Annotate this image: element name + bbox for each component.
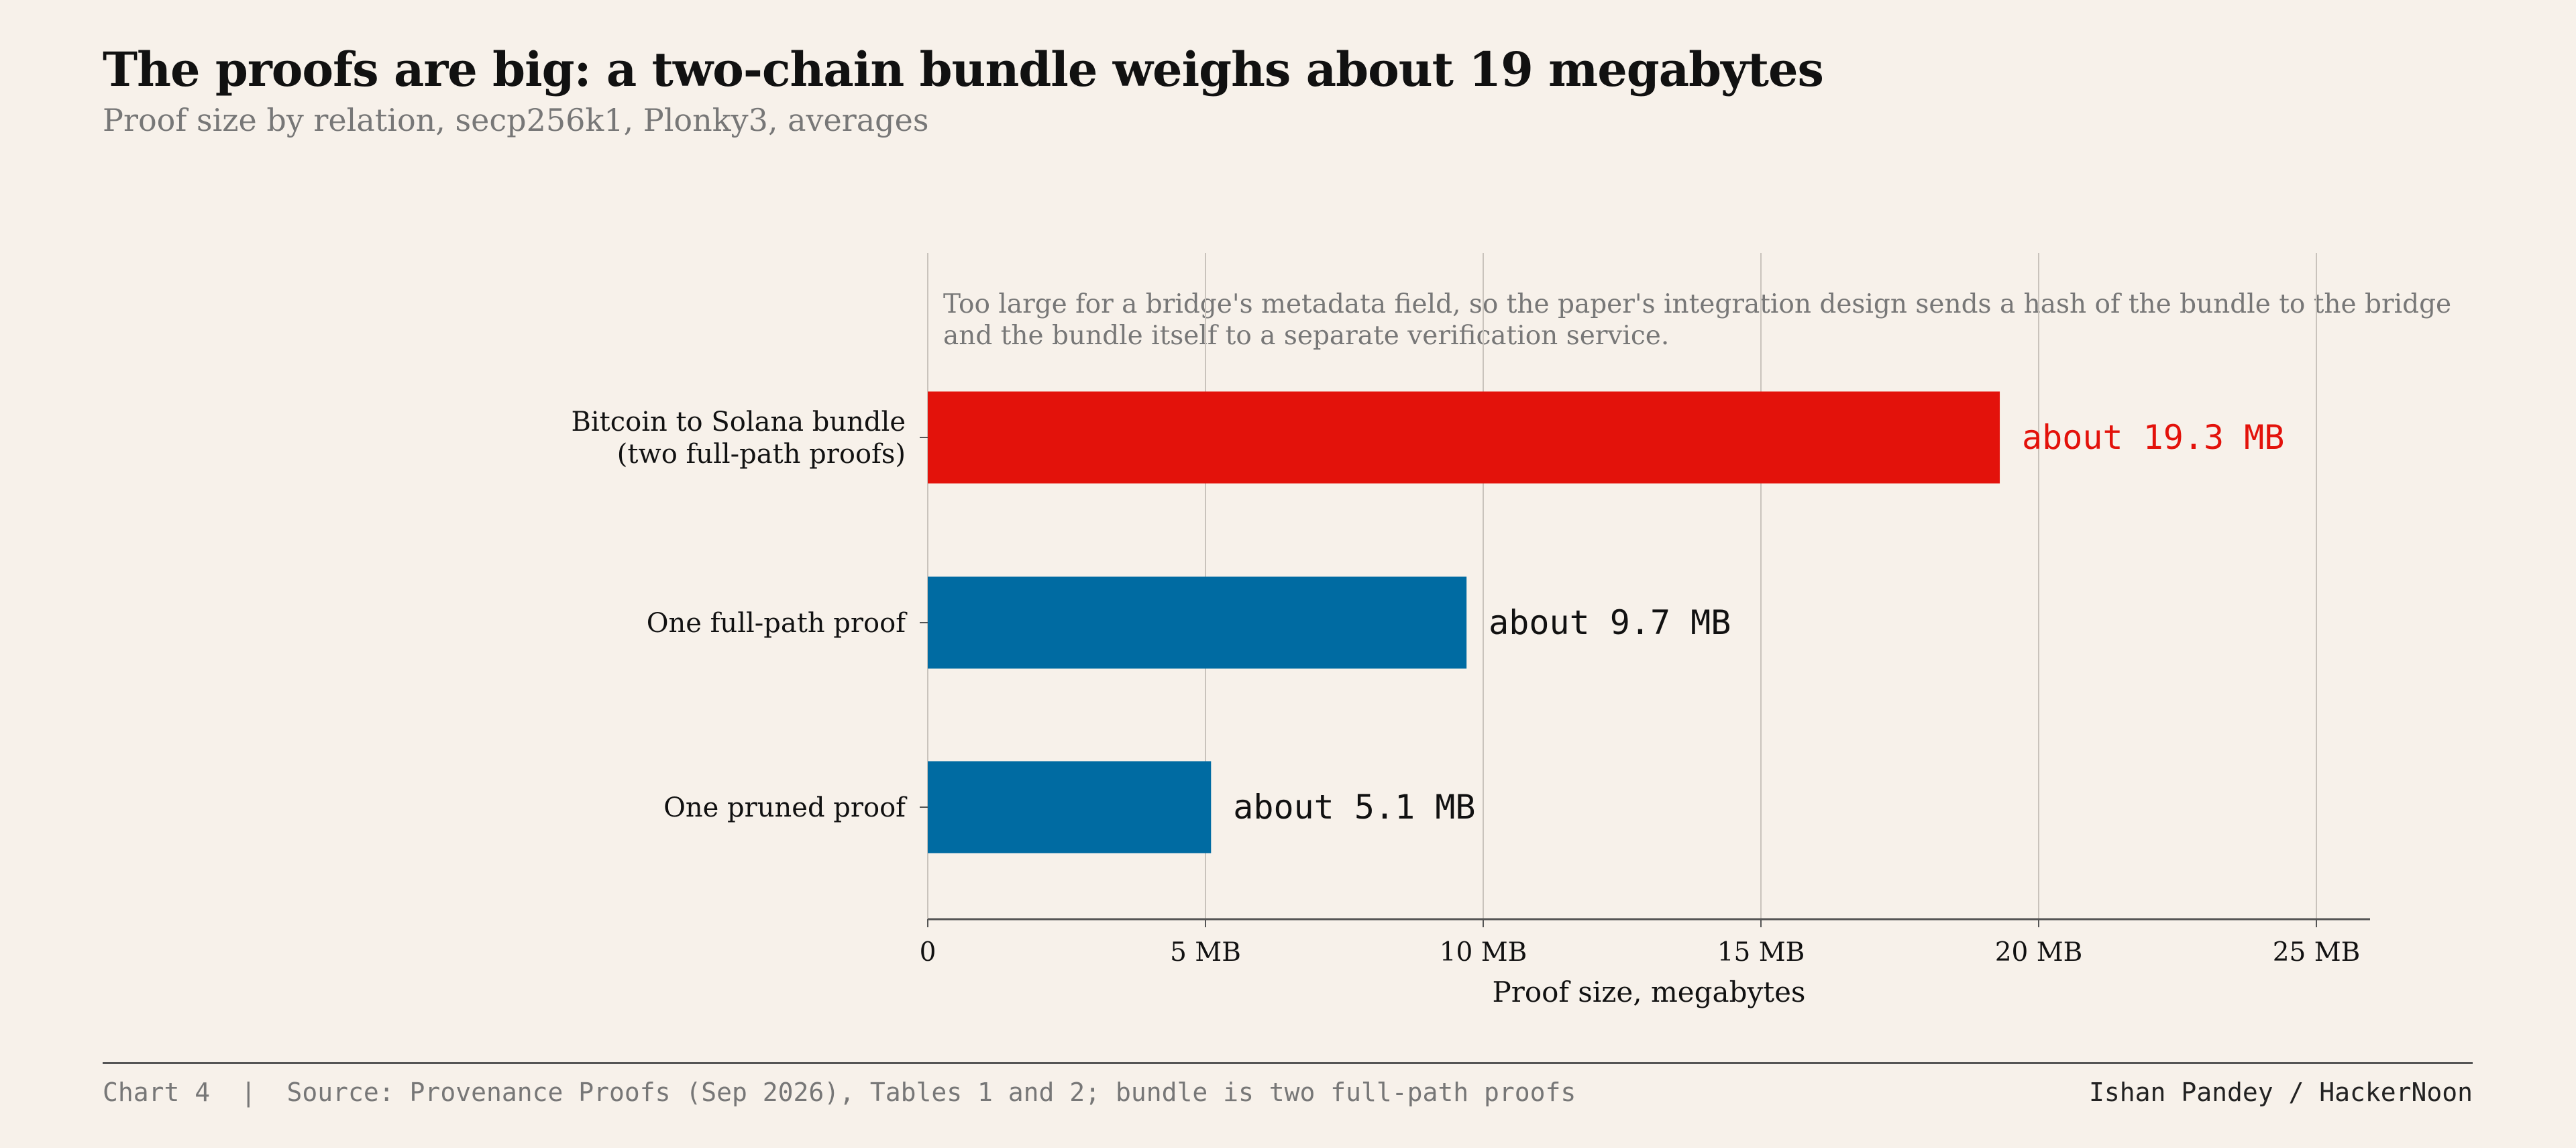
x-tick-label: 25 MB [2273, 937, 2361, 968]
category-label: Bitcoin to Solana bundle [571, 407, 906, 437]
x-tick-label: 20 MB [1995, 937, 2083, 968]
data-label: about 9.7 MB [1489, 603, 1731, 642]
chart-subtitle: Proof size by relation, secp256k1, Plonk… [103, 102, 929, 138]
data-label: about 19.3 MB [2022, 418, 2284, 457]
data-label: about 5.1 MB [1233, 788, 1475, 827]
chart-annotation: Too large for a bridge's metadata field,… [943, 289, 2452, 351]
footer-divider [103, 1062, 2473, 1064]
bar-chart: about 19.3 MB Bitcoin to Solana bundle(tw… [571, 253, 2370, 1008]
x-tick-label: 5 MB [1170, 937, 1241, 968]
bar [928, 761, 1212, 853]
bar [928, 391, 2000, 484]
category-label: (two full-path proofs) [617, 439, 906, 470]
footer-byline: Ishan Pandey / HackerNoon [2089, 1078, 2473, 1107]
x-axis-title: Proof size, megabytes [1493, 976, 1806, 1008]
x-tick-label: 15 MB [1717, 937, 1805, 968]
x-tick-label: 10 MB [1440, 937, 1527, 968]
bar [928, 576, 1467, 669]
x-tick-label: 0 [920, 937, 936, 968]
footer-source: Chart 4 | Source: Provenance Proofs (Sep… [103, 1078, 1576, 1107]
category-label: One full-path proof [647, 608, 908, 639]
category-label: One pruned proof [663, 792, 908, 823]
chart-title: The proofs are big: a two-chain bundle w… [103, 42, 1824, 97]
